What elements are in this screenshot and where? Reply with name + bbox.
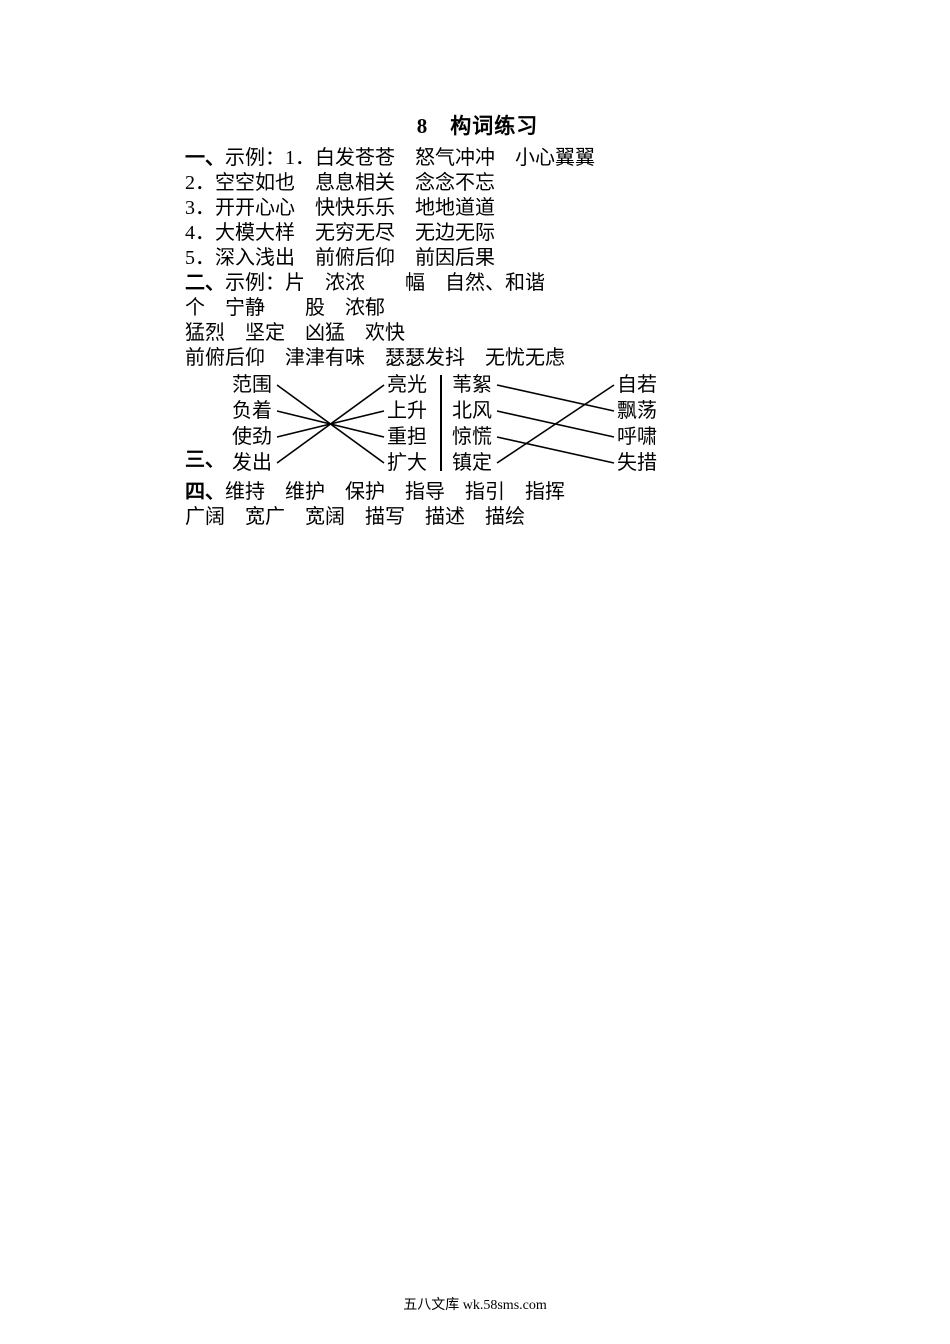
section-1-label: 一、 bbox=[185, 147, 225, 169]
section-2-line-1-text: 示例：片 浓浓 幅 自然、和谐 bbox=[225, 272, 545, 294]
match-lines-svg bbox=[227, 371, 707, 474]
section-2-line-4: 前俯后仰 津津有味 瑟瑟发抖 无忧无虑 bbox=[185, 346, 770, 371]
word-match-diagram: 范围 负着 使劲 发出 亮光 上升 重担 扩大 苇絮 北风 惊慌 镇定 自若 飘… bbox=[227, 371, 707, 474]
section-2-label: 二、 bbox=[185, 272, 225, 294]
section-4-label: 四、 bbox=[185, 481, 225, 503]
section-1-line-2: 2．空空如也 息息相关 念念不忘 bbox=[185, 171, 770, 196]
section-3: 三、 范围 负着 使劲 发出 亮光 上升 重担 扩大 苇絮 北风 惊慌 镇定 自… bbox=[185, 371, 770, 474]
section-1-line-5: 5．深入浅出 前俯后仰 前因后果 bbox=[185, 246, 770, 271]
section-1-line-1-text: 示例：1．白发苍苍 怒气冲冲 小心翼翼 bbox=[225, 147, 595, 169]
section-4-line-1: 四、维持 维护 保护 指导 指引 指挥 bbox=[185, 480, 770, 505]
section-4-line-1-text: 维持 维护 保护 指导 指引 指挥 bbox=[225, 481, 565, 503]
section-2-line-3: 猛烈 坚定 凶猛 欢快 bbox=[185, 321, 770, 346]
section-2-line-2: 个 宁静 股 浓郁 bbox=[185, 296, 770, 321]
page: 8 构词练习 一、示例：1．白发苍苍 怒气冲冲 小心翼翼 2．空空如也 息息相关… bbox=[0, 0, 950, 1344]
section-1-line-4: 4．大模大样 无穷无尽 无边无际 bbox=[185, 221, 770, 246]
page-title: 8 构词练习 bbox=[185, 110, 770, 140]
section-1-line-1: 一、示例：1．白发苍苍 怒气冲冲 小心翼翼 bbox=[185, 146, 770, 171]
section-4-line-2: 广阔 宽广 宽阔 描写 描述 描绘 bbox=[185, 505, 770, 530]
page-footer: 五八文库 wk.58sms.com bbox=[0, 1294, 950, 1314]
section-2-line-1: 二、示例：片 浓浓 幅 自然、和谐 bbox=[185, 271, 770, 296]
section-1-line-3: 3．开开心心 快快乐乐 地地道道 bbox=[185, 196, 770, 221]
section-3-label: 三、 bbox=[185, 443, 225, 474]
